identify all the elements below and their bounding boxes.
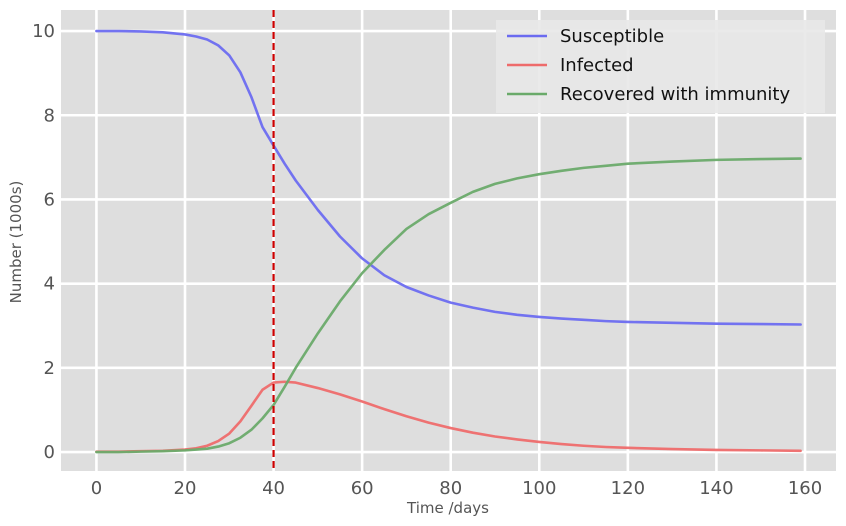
x-tick-label-7: 140 xyxy=(699,478,733,499)
series-line-recovered-with-immunity xyxy=(95,157,802,454)
series-line-susceptible xyxy=(95,29,802,326)
x-tick-label-2: 40 xyxy=(262,478,285,499)
y-tick-label-4: 8 xyxy=(44,105,55,126)
y-axis-label: Number (1000s) xyxy=(7,181,25,304)
y-tick-label-5: 10 xyxy=(32,21,55,42)
x-tick-label-0: 0 xyxy=(91,478,102,499)
x-tick-labels: 0 20 40 60 80 100 120 140 160 xyxy=(91,478,822,499)
y-tick-label-1: 2 xyxy=(44,358,55,379)
legend: Susceptible Infected Recovered with immuni… xyxy=(496,20,825,113)
x-tick-label-1: 20 xyxy=(174,478,197,499)
legend-label-2: Recovered with immunity xyxy=(560,84,790,105)
y-tick-label-0: 0 xyxy=(44,442,55,463)
series-lines xyxy=(95,29,802,454)
y-tick-label-2: 4 xyxy=(44,274,55,295)
legend-label-0: Susceptible xyxy=(560,26,664,47)
y-tick-label-3: 6 xyxy=(44,189,55,210)
x-tick-label-6: 120 xyxy=(611,478,645,499)
x-axis-label: Time /days xyxy=(406,499,489,517)
x-tick-label-5: 100 xyxy=(522,478,556,499)
x-tick-label-4: 80 xyxy=(439,478,462,499)
legend-box xyxy=(496,20,825,113)
y-tick-labels: 0 2 4 6 8 10 xyxy=(32,21,55,463)
x-tick-label-3: 60 xyxy=(351,478,374,499)
x-tick-label-8: 160 xyxy=(788,478,822,499)
legend-label-1: Infected xyxy=(560,55,634,76)
series-line-infected xyxy=(95,380,802,453)
